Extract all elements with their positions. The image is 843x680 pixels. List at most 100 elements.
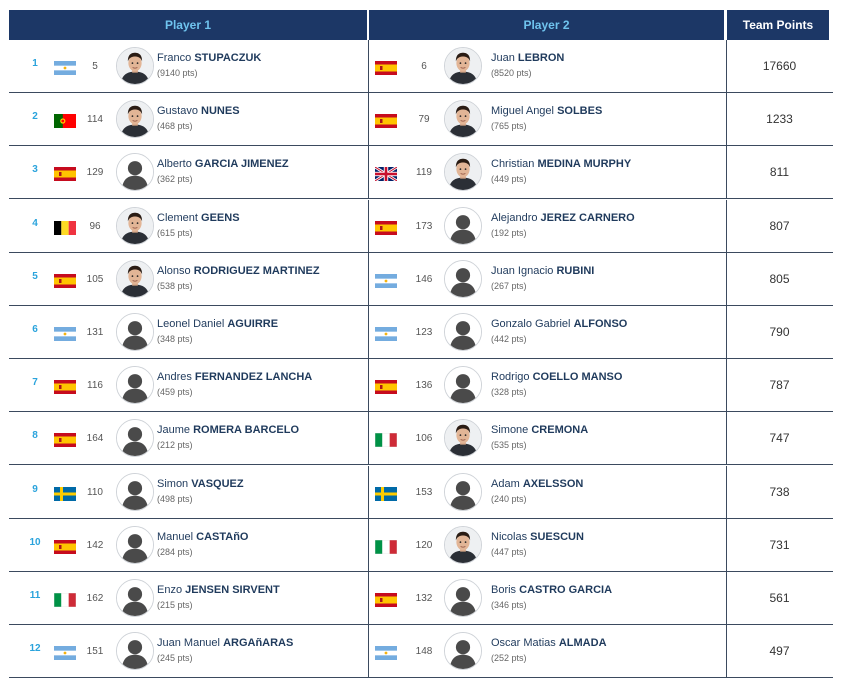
player-name-link[interactable]: Jaume ROMERA BARCELO: [157, 424, 299, 436]
spain-flag-icon: [54, 167, 76, 182]
team-points-value: 790: [726, 306, 832, 358]
player-name-link[interactable]: Andres FERNANDEZ LANCHA: [157, 371, 312, 383]
player-first-name: Boris: [491, 584, 517, 596]
player-first-name: Simone: [491, 424, 529, 437]
default-avatar-icon[interactable]: [116, 313, 154, 351]
player-last-name: CASTRO GARCIA: [519, 584, 613, 596]
argentina-flag-icon: [375, 327, 397, 341]
header-player-1: Player 1: [9, 10, 367, 40]
player-name-link[interactable]: Franco STUPACZUK: [157, 52, 261, 64]
player-ranking: 105: [86, 273, 104, 285]
player-points: (240 pts): [491, 493, 527, 504]
player-first-name: Clement: [157, 211, 198, 224]
player-photo[interactable]: [116, 259, 154, 298]
player-first-name: Nicolas: [491, 530, 528, 543]
player-ranking: 173: [415, 220, 433, 232]
default-avatar-icon[interactable]: [444, 366, 482, 405]
player-name-link[interactable]: Simon VASQUEZ: [157, 478, 244, 490]
spain-flag-icon: [375, 593, 397, 607]
belgium-flag-icon: [54, 220, 76, 235]
player-first-name: Jaume: [157, 424, 191, 437]
player-name-link[interactable]: Gustavo NUNES: [157, 105, 240, 117]
player-points: (9140 pts): [157, 68, 198, 78]
player-photo[interactable]: [444, 47, 482, 85]
table-row: 8 164 Jaume ROMERA BARCELO (212 pts) 106…: [9, 412, 833, 466]
p2-cell: 132 Boris CASTRO GARCIA (346 pts): [368, 572, 726, 624]
player-name-link[interactable]: Clement GEENS: [157, 212, 240, 224]
p2-cell: 173 Alejandro JEREZ CARNERO (192 pts): [368, 199, 726, 252]
italy-flag-icon: [374, 433, 398, 448]
default-avatar-icon[interactable]: [116, 366, 154, 405]
player-name-link[interactable]: Alberto GARCIA JIMENEZ: [157, 158, 289, 170]
pair-rank: 12: [29, 643, 41, 655]
team-points-value: 17660: [726, 40, 832, 92]
player-name-link[interactable]: Alejandro JEREZ CARNERO: [491, 212, 635, 224]
player-name-link[interactable]: Alonso RODRIGUEZ MARTINEZ: [157, 265, 320, 277]
player-name-link[interactable]: Juan Ignacio RUBINI: [491, 265, 594, 277]
default-avatar-icon[interactable]: [116, 153, 154, 192]
player-photo[interactable]: [116, 206, 154, 245]
default-avatar-icon[interactable]: [444, 259, 482, 298]
player-ranking: 162: [86, 593, 104, 604]
player-name-link[interactable]: Oscar Matias ALMADA: [491, 637, 607, 649]
default-avatar-icon[interactable]: [444, 632, 482, 671]
default-avatar-icon[interactable]: [444, 206, 482, 245]
player-name-link[interactable]: Gonzalo Gabriel ALFONSO: [491, 318, 627, 330]
player-first-name: Juan Ignacio: [491, 264, 554, 277]
player-name-link[interactable]: Manuel CASTAñO: [157, 531, 249, 543]
player-first-name: Alonso: [157, 264, 191, 277]
player-points: (267 pts): [491, 280, 527, 291]
player-last-name: GARCIA JIMENEZ: [194, 158, 289, 171]
default-avatar-icon[interactable]: [116, 579, 154, 617]
player-last-name: AXELSSON: [522, 477, 584, 490]
pair-rank: 10: [29, 536, 41, 548]
default-avatar-icon[interactable]: [444, 313, 482, 351]
player-photo[interactable]: [444, 525, 482, 564]
player-last-name: RUBINI: [556, 264, 595, 277]
player-ranking: 106: [415, 433, 433, 445]
player-name-link[interactable]: Juan LEBRON: [491, 52, 564, 64]
spain-flag-icon: [375, 220, 397, 235]
default-avatar-icon[interactable]: [116, 525, 154, 564]
player-points: (538 pts): [157, 280, 193, 291]
player-photo[interactable]: [444, 153, 482, 192]
player-ranking: 132: [415, 593, 433, 604]
player-name-link[interactable]: Leonel Daniel AGUIRRE: [157, 318, 278, 330]
player-name-link[interactable]: Juan Manuel ARGAñARAS: [157, 637, 293, 649]
player-last-name: SUESCUN: [530, 530, 584, 543]
player-name-link[interactable]: Miguel Angel SOLBES: [491, 105, 602, 117]
player-name-link[interactable]: Adam AXELSSON: [491, 478, 583, 490]
player-name-link[interactable]: Boris CASTRO GARCIA: [491, 584, 612, 596]
default-avatar-icon[interactable]: [116, 632, 154, 671]
player-points: (362 pts): [157, 174, 193, 185]
sweden-flag-icon: [375, 486, 397, 501]
player-photo[interactable]: [116, 47, 154, 85]
table-row: 4 96 Clement GEENS (615 pts) 173 Alejand…: [9, 199, 833, 253]
player-name-link[interactable]: Simone CREMONA: [491, 424, 588, 436]
player-name-link[interactable]: Enzo JENSEN SIRVENT: [157, 584, 280, 596]
player-points: (535 pts): [491, 440, 527, 451]
player-photo[interactable]: [444, 100, 482, 139]
player-name-link[interactable]: Christian MEDINA MURPHY: [491, 158, 631, 170]
default-avatar-icon[interactable]: [444, 579, 482, 617]
argentina-flag-icon: [54, 327, 76, 341]
player-points: (615 pts): [157, 227, 193, 238]
player-name-link[interactable]: Nicolas SUESCUN: [491, 531, 584, 543]
table-row: 6 131 Leonel Daniel AGUIRRE (348 pts) 12…: [9, 306, 833, 359]
player-photo[interactable]: [116, 100, 154, 139]
default-avatar-icon[interactable]: [116, 419, 154, 458]
player-last-name: CASTAñO: [196, 530, 249, 543]
team-points-value: 731: [726, 518, 832, 571]
spain-flag-icon: [54, 433, 76, 448]
player-name-link[interactable]: Rodrigo COELLO MANSO: [491, 371, 622, 383]
player-points: (192 pts): [491, 227, 527, 238]
player-photo[interactable]: [444, 419, 482, 458]
team-points-value: 811: [726, 146, 832, 199]
default-avatar-icon[interactable]: [116, 472, 154, 511]
p2-cell: 146 Juan Ignacio RUBINI (267 pts): [368, 252, 726, 305]
player-first-name: Juan Manuel: [157, 637, 220, 650]
team-points-value: 497: [726, 625, 832, 678]
table-row: 5 105 Alonso RODRIGUEZ MARTINEZ (538 pts…: [9, 252, 833, 306]
default-avatar-icon[interactable]: [444, 472, 482, 511]
player-last-name: FERNANDEZ LANCHA: [194, 371, 313, 384]
